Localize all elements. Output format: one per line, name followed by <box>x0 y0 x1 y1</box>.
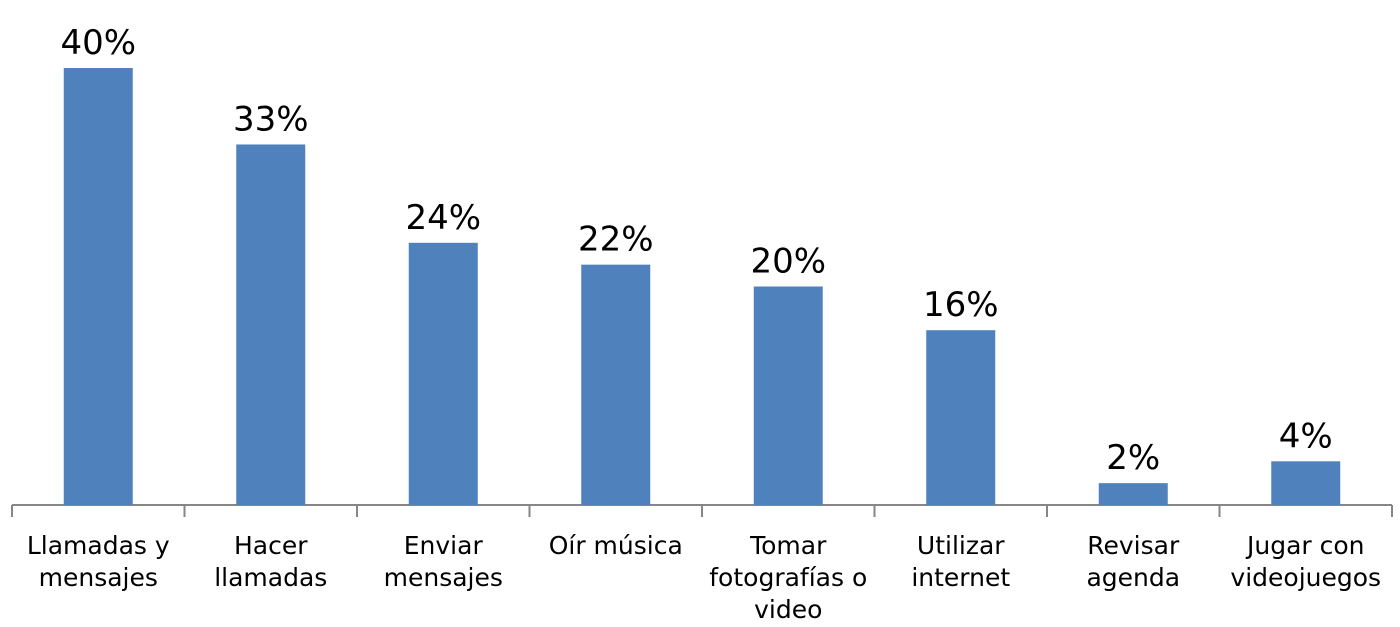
value-label: 16% <box>923 285 999 325</box>
value-label: 2% <box>1106 438 1160 478</box>
x-tick-label: Oír música <box>532 530 700 562</box>
bar <box>409 243 478 505</box>
x-tick-label: Tomar fotografías o video <box>704 530 872 626</box>
bar <box>581 265 650 505</box>
value-label: 24% <box>405 198 481 238</box>
x-tick-label: Llamadas y mensajes <box>14 530 182 594</box>
bar <box>754 287 823 506</box>
page: 40%33%24%22%20%16%2%4% (() => { const da… <box>0 0 1400 627</box>
value-label: 33% <box>233 99 309 139</box>
bar <box>926 330 995 505</box>
x-tick-label: Revisar agenda <box>1049 530 1217 594</box>
value-label: 4% <box>1279 416 1333 456</box>
bar <box>236 144 305 505</box>
value-label: 22% <box>578 220 654 260</box>
x-tick-label: Enviar mensajes <box>359 530 527 594</box>
x-tick-label: Utilizar internet <box>877 530 1045 594</box>
bar <box>64 68 133 505</box>
value-label: 20% <box>750 242 826 282</box>
bar <box>1099 483 1168 505</box>
x-tick-label: Jugar con videojuegos <box>1222 530 1390 594</box>
value-label: 40% <box>60 23 136 63</box>
x-tick-label: Hacer llamadas <box>187 530 355 594</box>
bar <box>1271 461 1340 505</box>
